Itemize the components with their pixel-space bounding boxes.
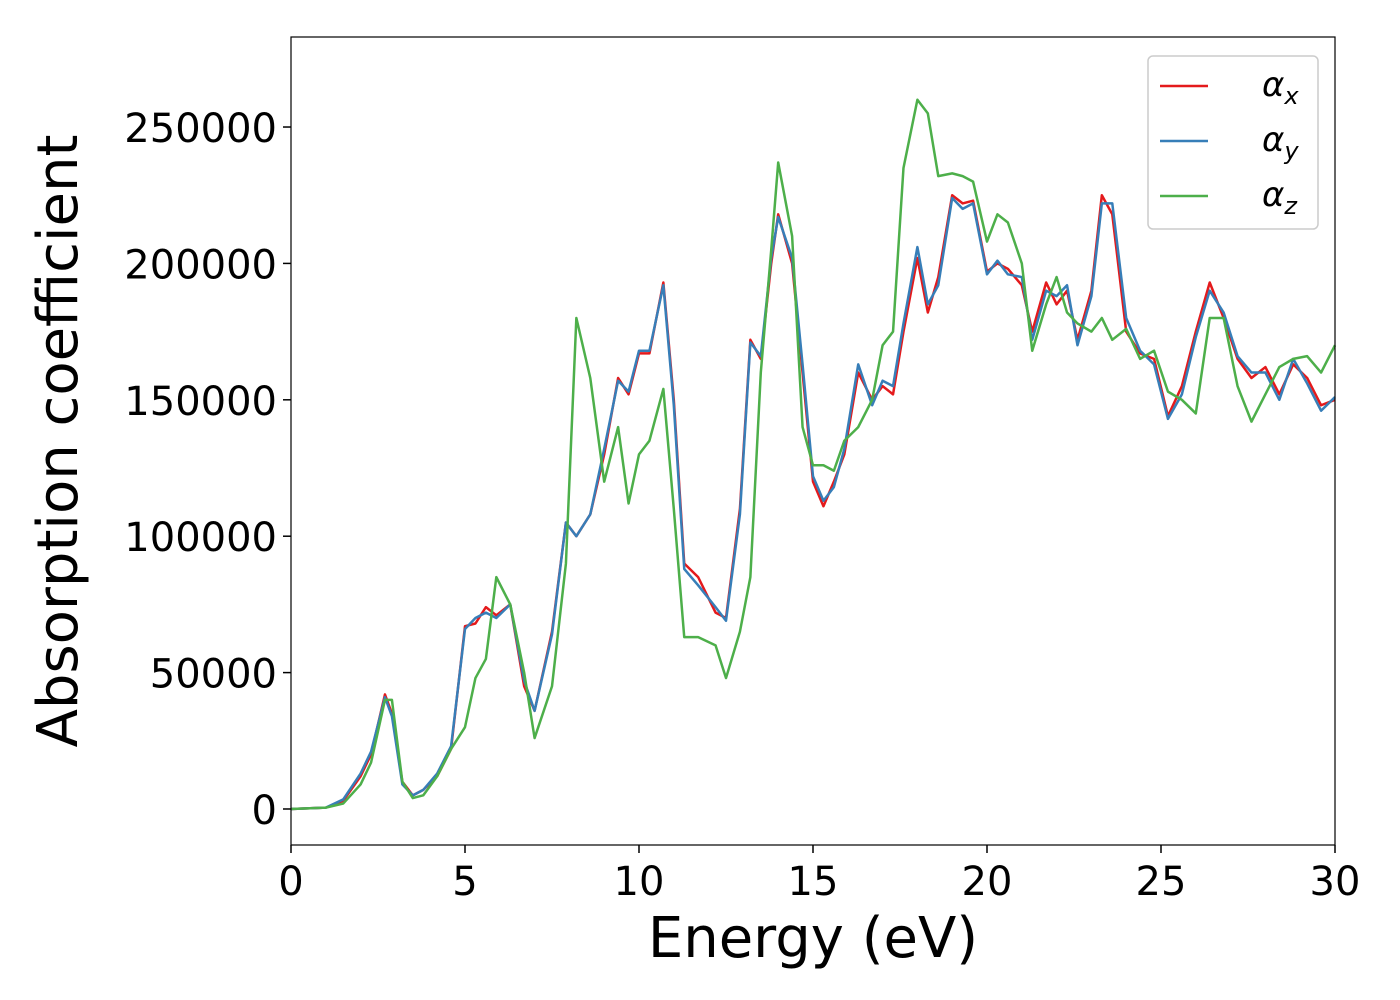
y-tick-label: 50000 [150,652,277,698]
y-tick-label: 100000 [124,515,277,561]
series-line [290,193,1336,811]
x-tick-label: 15 [788,859,839,905]
x-tick-label: 25 [1136,859,1187,905]
x-tick-label: 0 [278,859,303,905]
y-tick-label: 250000 [124,106,277,152]
series-line [290,196,1336,811]
x-tick-label: 10 [614,859,665,905]
legend-label: αy [1262,120,1299,165]
y-tick-label: 200000 [124,242,277,288]
legend-label: αx [1262,65,1299,110]
y-tick-label: 0 [252,788,277,834]
legend-label: αz [1262,175,1298,220]
y-axis-label: Absorption coefficient [26,135,91,748]
series-line [290,98,1337,811]
plot-frame [290,36,1336,846]
x-tick-label: 5 [452,859,477,905]
legend-box [1147,55,1319,230]
x-axis-label: Energy (eV) [648,906,978,971]
y-tick-label: 150000 [124,379,277,425]
x-tick-label: 30 [1310,859,1361,905]
x-tick-label: 20 [962,859,1013,905]
